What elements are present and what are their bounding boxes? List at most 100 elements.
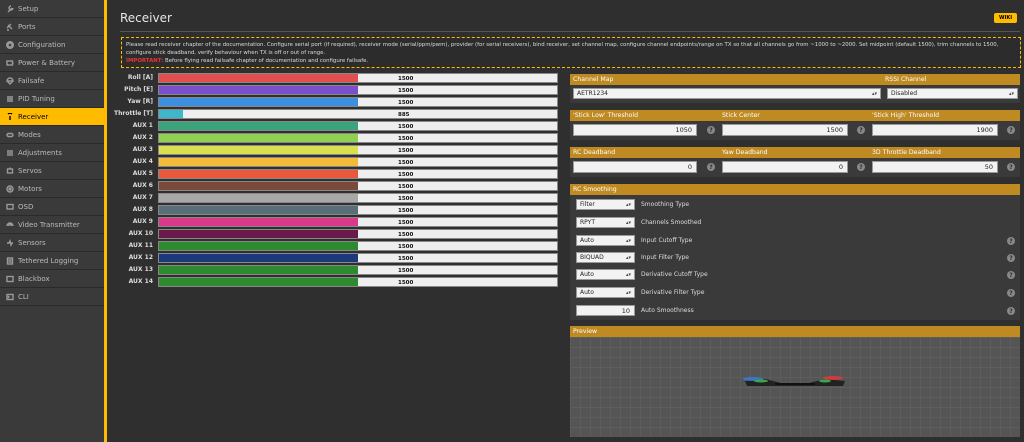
sliders-icon	[5, 94, 14, 103]
channel-label: AUX 9	[132, 218, 153, 225]
smoothing-select[interactable]: Auto ▴▾	[576, 269, 635, 280]
sidebar-item-ports[interactable]: Ports	[0, 18, 104, 36]
help-icon[interactable]: ?	[857, 126, 865, 134]
channel-row: Pitch [E] 1500	[110, 84, 560, 96]
channel-value: 1500	[398, 244, 414, 250]
prop-green	[754, 379, 768, 383]
auto-smoothness-input[interactable]: 10	[576, 305, 635, 316]
channel-bar: 885	[158, 109, 558, 119]
sidebar-item-power-battery[interactable]: Power & Battery	[0, 54, 104, 72]
channel-bar: 1500	[158, 265, 558, 275]
help-icon[interactable]: ?	[1007, 271, 1015, 279]
chevron-updown-icon: ▴▾	[871, 90, 877, 97]
channel-bar-fill	[159, 122, 358, 130]
sidebar-item-servos[interactable]: Servos	[0, 162, 104, 180]
sensor-icon	[5, 238, 14, 247]
throttle-3d-deadband-input[interactable]: 50	[872, 161, 998, 173]
smoothing-select[interactable]: Auto ▴▾	[576, 287, 635, 298]
channel-bar: 1500	[158, 181, 558, 191]
channel-bar-fill	[159, 242, 358, 250]
title-divider	[120, 31, 1020, 32]
wiki-button[interactable]: WIKI	[994, 13, 1018, 23]
smoothing-select[interactable]: BIQUAD ▴▾	[576, 252, 635, 263]
channel-row: AUX 11 1500	[110, 240, 560, 252]
channel-bar-fill	[159, 218, 358, 226]
notice-important-text: Before flying read failsafe chapter of d…	[165, 58, 369, 64]
sidebar-item-receiver[interactable]: Receiver	[0, 108, 104, 126]
channel-bar: 1500	[158, 145, 558, 155]
channel-value: 1500	[398, 76, 414, 82]
yaw-deadband-input[interactable]: 0	[722, 161, 848, 173]
rc-deadband-input[interactable]: 0	[573, 161, 697, 173]
smoothing-select-value: Auto	[580, 271, 594, 278]
channel-map-select[interactable]: AETR1234 ▴▾	[573, 88, 881, 99]
channel-bar-fill	[159, 134, 358, 142]
broadcast-icon	[5, 220, 14, 229]
smoothing-select-value: Auto	[580, 289, 594, 296]
help-icon[interactable]: ?	[1007, 307, 1015, 315]
smoothing-select[interactable]: RPYT ▴▾	[576, 217, 635, 228]
gear-icon	[5, 40, 14, 49]
channel-label: AUX 5	[132, 170, 153, 177]
channel-bar: 1500	[158, 169, 558, 179]
channel-value: 1500	[398, 220, 414, 226]
channel-row: AUX 10 1500	[110, 228, 560, 240]
help-icon[interactable]: ?	[857, 163, 865, 171]
sidebar-item-failsafe[interactable]: Failsafe	[0, 72, 104, 90]
rc-deadband-label: RC Deadband	[573, 149, 616, 156]
channel-map-label: Channel Map	[573, 76, 614, 83]
channel-bar: 1500	[158, 277, 558, 287]
help-icon[interactable]: ?	[1007, 237, 1015, 245]
sidebar-item-label: Power & Battery	[18, 58, 75, 67]
battery-icon	[5, 58, 14, 67]
stick-low-input[interactable]: 1050	[573, 124, 697, 136]
chevron-updown-icon: ▴▾	[625, 254, 631, 261]
sidebar-item-modes[interactable]: Modes	[0, 126, 104, 144]
preview-header: Preview	[570, 326, 1020, 337]
channel-label: AUX 11	[128, 242, 153, 249]
help-icon[interactable]: ?	[1007, 289, 1015, 297]
channel-value: 1500	[398, 232, 414, 238]
sidebar-item-configuration[interactable]: Configuration	[0, 36, 104, 54]
channel-label: AUX 2	[132, 134, 153, 141]
channel-row: AUX 12 1500	[110, 252, 560, 264]
sidebar-item-cli[interactable]: CLI	[0, 288, 104, 306]
help-icon[interactable]: ?	[1007, 254, 1015, 262]
smoothing-select[interactable]: Filter ▴▾	[576, 199, 635, 210]
channel-bar: 1500	[158, 85, 558, 95]
rc-smoothing-panel	[570, 195, 1020, 320]
channel-label: Roll [A]	[127, 74, 153, 81]
channel-value: 1500	[398, 256, 414, 262]
help-icon[interactable]: ?	[707, 163, 715, 171]
stick-center-input[interactable]: 1500	[722, 124, 848, 136]
antenna-icon	[5, 112, 14, 121]
sidebar-item-osd[interactable]: OSD	[0, 198, 104, 216]
channel-value: 1500	[398, 136, 414, 142]
channel-row: AUX 5 1500	[110, 168, 560, 180]
channel-bar-fill	[159, 110, 183, 118]
channel-value: 1500	[398, 100, 414, 106]
help-icon[interactable]: ?	[1007, 163, 1015, 171]
help-icon[interactable]: ?	[707, 126, 715, 134]
channel-bar-fill	[159, 158, 358, 166]
channel-bar-fill	[159, 230, 358, 238]
chevron-updown-icon: ▴▾	[625, 219, 631, 226]
sidebar-item-sensors[interactable]: Sensors	[0, 234, 104, 252]
channel-bar-fill	[159, 266, 358, 274]
log-icon	[5, 256, 14, 265]
sidebar-item-blackbox[interactable]: Blackbox	[0, 270, 104, 288]
help-icon[interactable]: ?	[1007, 126, 1015, 134]
smoothing-select[interactable]: Auto ▴▾	[576, 235, 635, 246]
rssi-channel-select[interactable]: Disabled ▴▾	[887, 88, 1018, 99]
sidebar-item-adjustments[interactable]: Adjustments	[0, 144, 104, 162]
sidebar-item-tethered-logging[interactable]: Tethered Logging	[0, 252, 104, 270]
sidebar-item-setup[interactable]: Setup	[0, 0, 104, 18]
yaw-deadband-label: Yaw Deadband	[722, 149, 768, 156]
sidebar-item-motors[interactable]: Motors	[0, 180, 104, 198]
sidebar-item-pid-tuning[interactable]: PID Tuning	[0, 90, 104, 108]
channel-label: AUX 8	[132, 206, 153, 213]
sidebar-item-video-transmitter[interactable]: Video Transmitter	[0, 216, 104, 234]
stick-high-input[interactable]: 1900	[872, 124, 998, 136]
channel-value: 1500	[398, 268, 414, 274]
channel-label: AUX 7	[132, 194, 153, 201]
